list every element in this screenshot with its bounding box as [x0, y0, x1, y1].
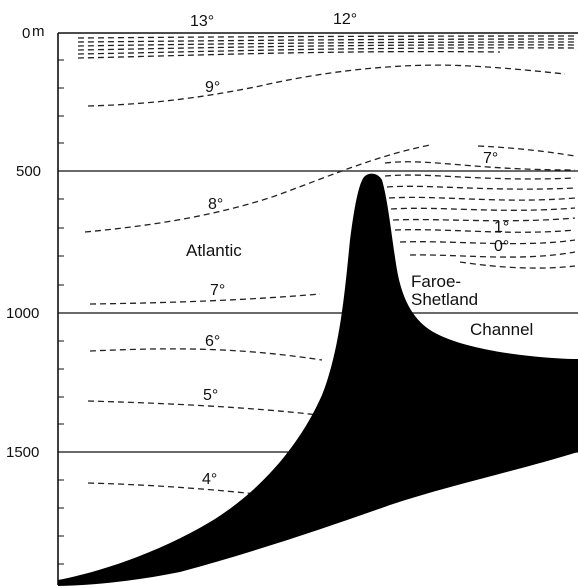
isotherm-4: [87, 482, 266, 496]
isotherm-label-8: 8°: [208, 196, 223, 213]
isotherm-label-12: 12°: [333, 11, 357, 28]
depth-label-500: 500: [16, 163, 41, 180]
isotherm-label-7-channel: 7°: [483, 150, 498, 167]
isotherm-label-4: 4°: [202, 471, 217, 488]
depth-label-1500: 1500: [6, 444, 39, 461]
isotherm-label-0: 0°: [494, 238, 509, 255]
depth-unit-label: m: [32, 23, 45, 40]
region-label-channel: Channel: [470, 320, 533, 339]
isotherm-6: [89, 348, 323, 361]
isotherm-label-6: 6°: [205, 333, 220, 350]
depth-axis-ticks: [58, 59, 64, 565]
isotherm-8: [84, 144, 431, 233]
region-label-atlantic: Atlantic: [186, 241, 242, 260]
region-label-shetland: Shetland: [411, 290, 478, 309]
depth-label-0: 0: [22, 25, 30, 42]
isotherm-5: [87, 400, 319, 416]
isotherm-label-5: 5°: [203, 387, 218, 404]
isotherm-7-atlantic: [89, 293, 321, 305]
isotherm-9: [87, 64, 566, 107]
surface-isotherms: [77, 35, 578, 59]
channel-isotherms: [384, 145, 576, 269]
depth-label-1000: 1000: [6, 305, 39, 322]
region-label-faroe: Faroe-: [411, 272, 461, 291]
isotherm-label-1: 1°: [494, 219, 509, 236]
isotherm-label-13: 13°: [190, 13, 214, 30]
seabed-ridge: [58, 173, 578, 586]
isotherm-label-7-atlantic: 7°: [210, 282, 225, 299]
isotherm-label-9: 9°: [205, 79, 220, 96]
